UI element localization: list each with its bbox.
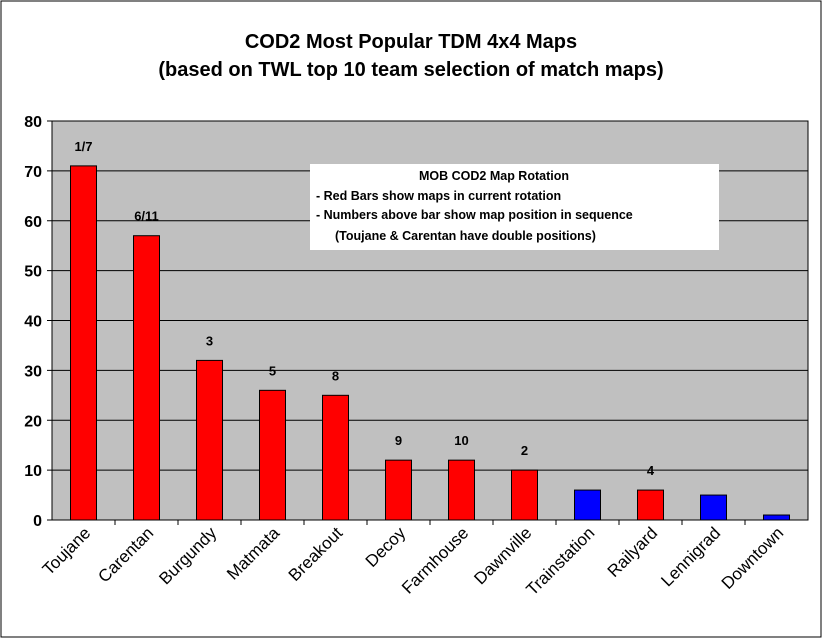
annotation-line-2: - Numbers above bar show map position in… (316, 208, 633, 222)
bar-position-label: 8 (332, 368, 339, 383)
bar-position-label: 6/11 (134, 209, 159, 224)
bars (70, 165, 790, 521)
bar-position-label: 9 (395, 433, 402, 448)
y-tick-label: 30 (24, 363, 42, 380)
bar-breakout (322, 394, 349, 521)
annotation-background (310, 164, 719, 250)
annotation-box: MOB COD2 Map Rotation - Red Bars show ma… (310, 164, 719, 250)
bar-position-label: 4 (647, 463, 655, 478)
y-tick-label: 10 (24, 463, 42, 480)
bar-toujane (70, 165, 97, 521)
gridlines (52, 170, 808, 471)
bar-position-label: 5 (269, 363, 276, 378)
y-tick-label: 70 (24, 164, 42, 181)
bar-lennigrad (700, 494, 727, 521)
bar-carentan (133, 235, 160, 521)
bar-railyard (637, 489, 664, 521)
chart-subtitle: (based on TWL top 10 team selection of m… (158, 59, 663, 81)
bar-trainstation (574, 489, 601, 521)
y-tick-label: 50 (24, 264, 42, 281)
y-axis: 0 10 20 30 40 50 60 70 80 (24, 114, 53, 530)
bar-position-label: 3 (206, 333, 213, 348)
bar-downtown (763, 514, 790, 521)
annotation-line-3: (Toujane & Carentan have double position… (335, 229, 596, 243)
bar-position-label: 2 (521, 443, 528, 458)
bar-position-label: 1/7 (74, 139, 92, 154)
annotation-title: MOB COD2 Map Rotation (419, 169, 569, 183)
bar-labels: 1/7 6/11 3 5 8 9 10 2 4 (74, 139, 654, 478)
y-tick-label: 0 (33, 513, 42, 530)
y-tick-label: 80 (24, 114, 42, 131)
y-tick-label: 40 (24, 314, 42, 331)
y-tick-label: 60 (24, 214, 42, 231)
chart-title: COD2 Most Popular TDM 4x4 Maps (245, 31, 577, 53)
bar-burgundy (196, 359, 223, 521)
bar-dawnville (511, 469, 538, 521)
annotation-line-1: - Red Bars show maps in current rotation (316, 189, 561, 203)
y-tick-label: 20 (24, 413, 42, 430)
bar-position-label: 10 (454, 433, 468, 448)
bar-matmata (259, 389, 286, 521)
bar-farmhouse (448, 459, 475, 521)
bar-decoy (385, 459, 412, 521)
